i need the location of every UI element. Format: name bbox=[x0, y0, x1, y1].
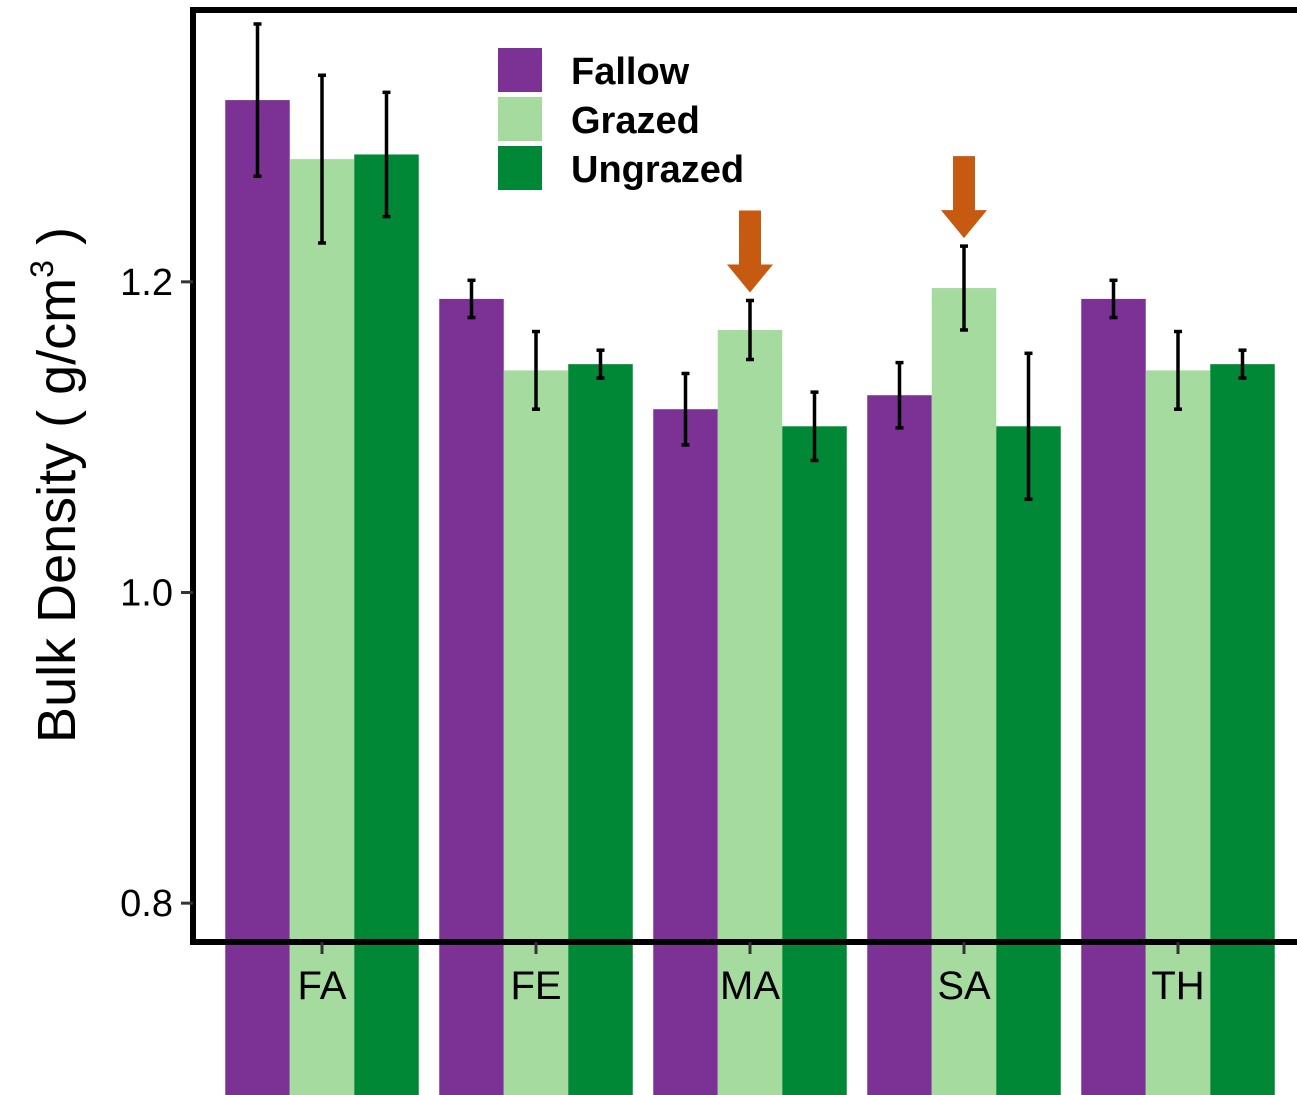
error-bar-sa-ungrazed bbox=[1024, 351, 1033, 502]
y-tick-label-0-8: 0.8 bbox=[120, 883, 173, 925]
bar-fa-ungrazed bbox=[354, 154, 419, 1095]
x-tick-label-fa: FA bbox=[298, 964, 347, 1008]
error-bar-sa-fallow bbox=[895, 360, 904, 430]
down-arrow-icon-ma bbox=[727, 210, 773, 293]
bar-fe-fallow bbox=[439, 298, 504, 1095]
error-bar-fe-ungrazed bbox=[596, 348, 605, 380]
bar-sa-fallow bbox=[867, 395, 932, 1095]
legend-label-ungrazed: Ungrazed bbox=[571, 149, 744, 191]
x-tick-label-sa: SA bbox=[937, 964, 991, 1008]
x-tick-label-fe: FE bbox=[510, 964, 561, 1008]
bar-fa-fallow bbox=[225, 100, 290, 1095]
bar-ma-ungrazed bbox=[782, 426, 847, 1095]
legend-swatch-fallow bbox=[498, 48, 542, 92]
error-bar-th-ungrazed bbox=[1238, 348, 1247, 380]
y-axis-label-close: ) bbox=[27, 227, 87, 260]
legend: Fallow Grazed Ungrazed bbox=[498, 48, 744, 191]
error-bar-fa-grazed bbox=[318, 73, 326, 245]
bar-fa-grazed bbox=[289, 159, 355, 1095]
legend-label-grazed: Grazed bbox=[571, 100, 700, 142]
bar-ma-grazed bbox=[717, 329, 783, 1095]
error-bar-ma-fallow bbox=[681, 371, 690, 447]
bar-fe-ungrazed bbox=[568, 364, 633, 1095]
legend-item-grazed: Grazed bbox=[498, 97, 700, 142]
error-bar-ma-ungrazed bbox=[810, 390, 819, 463]
annotation-arrows-layer bbox=[727, 156, 987, 293]
error-bars-layer bbox=[253, 22, 1247, 502]
bar-ma-fallow bbox=[653, 409, 718, 1095]
bars-layer bbox=[225, 100, 1275, 1095]
x-tick-label-ma: MA bbox=[720, 964, 780, 1008]
legend-label-fallow: Fallow bbox=[571, 51, 690, 93]
axes-layer: 0.8 1.0 1.2 FA FE MA SA TH bbox=[120, 7, 1297, 1008]
error-bar-sa-grazed bbox=[960, 244, 968, 332]
bar-sa-grazed bbox=[931, 288, 997, 1095]
y-tick-label-1-0: 1.0 bbox=[120, 573, 173, 615]
error-bar-fe-fallow bbox=[467, 278, 476, 320]
y-axis-label-superscript: 3 bbox=[24, 260, 60, 278]
error-bar-fa-ungrazed bbox=[382, 90, 391, 219]
y-axis-label-text: Bulk Density ( g/cm bbox=[27, 278, 87, 743]
error-bar-fe-grazed bbox=[532, 329, 540, 411]
down-arrow-icon-sa bbox=[941, 156, 987, 239]
y-tick-label-1-2: 1.2 bbox=[120, 262, 173, 304]
bar-sa-ungrazed bbox=[996, 426, 1061, 1095]
bar-fe-grazed bbox=[503, 370, 569, 1095]
error-bar-th-fallow bbox=[1109, 278, 1118, 320]
legend-item-ungrazed: Ungrazed bbox=[498, 146, 744, 191]
legend-item-fallow: Fallow bbox=[498, 48, 690, 93]
error-bar-th-grazed bbox=[1174, 329, 1182, 411]
error-bar-fa-fallow bbox=[253, 22, 262, 178]
legend-swatch-ungrazed bbox=[498, 146, 542, 190]
error-bar-ma-grazed bbox=[746, 298, 754, 362]
bar-th-grazed bbox=[1145, 370, 1211, 1095]
legend-swatch-grazed bbox=[498, 97, 542, 141]
bar-th-ungrazed bbox=[1210, 364, 1275, 1095]
bar-th-fallow bbox=[1081, 298, 1146, 1095]
y-axis-label: Bulk Density ( g/cm3 ) bbox=[24, 227, 87, 743]
x-tick-label-th: TH bbox=[1151, 964, 1204, 1008]
